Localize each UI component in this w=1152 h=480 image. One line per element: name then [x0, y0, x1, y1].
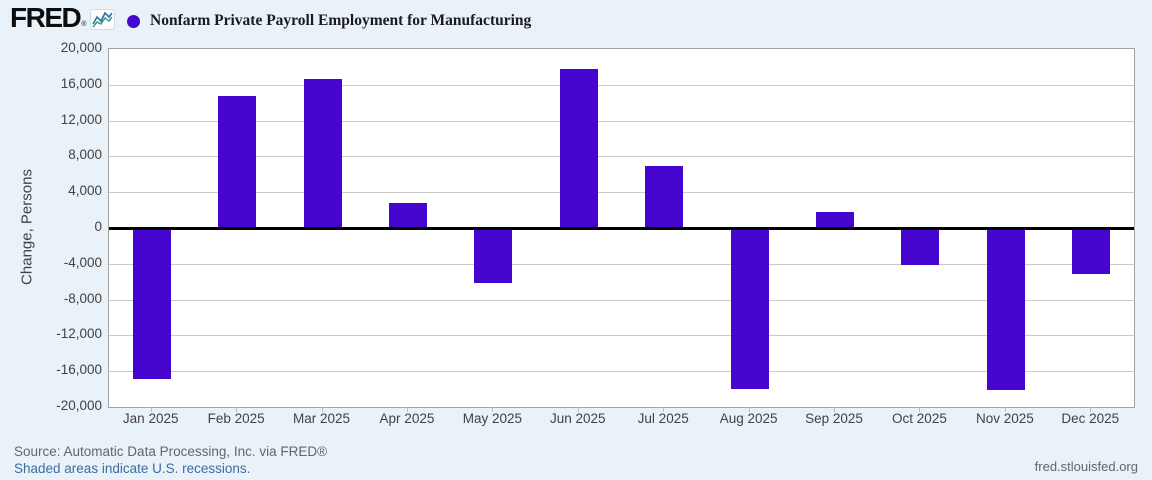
- gridline: [109, 84, 1134, 86]
- y-tick-label: -8,000: [63, 290, 102, 306]
- bar-dec-2025[interactable]: [1072, 228, 1111, 274]
- y-tick-label: -12,000: [56, 326, 102, 342]
- x-tick-label: Apr 2025: [379, 411, 435, 426]
- x-tick-mark: [406, 407, 408, 412]
- y-tick-label: 16,000: [60, 75, 102, 91]
- y-tick-label: 0: [94, 219, 102, 234]
- x-tick-mark: [919, 407, 921, 412]
- x-tick-label: Jan 2025: [122, 411, 179, 426]
- x-tick-mark: [150, 407, 152, 412]
- fred-site-link[interactable]: fred.stlouisfed.org: [1034, 459, 1138, 474]
- x-tick-mark: [748, 407, 750, 412]
- y-tick-label: -16,000: [56, 362, 102, 378]
- y-tick-label: -4,000: [63, 254, 102, 270]
- bar-nov-2025[interactable]: [986, 228, 1025, 390]
- x-tick-label: May 2025: [462, 411, 523, 426]
- x-tick-label: Dec 2025: [1061, 411, 1120, 426]
- y-axis: 20,000 16,000 12,000 8,000 4,000 0 -4,000 -8,00…: [0, 40, 102, 413]
- bar-jul-2025[interactable]: [645, 166, 684, 228]
- chart-legend: Nonfarm Private Payroll Employment for M…: [127, 12, 531, 30]
- x-tick-label: Sep 2025: [805, 411, 863, 426]
- bar-sep-2025[interactable]: [816, 211, 855, 228]
- gridline: [109, 299, 1134, 301]
- gridline: [109, 156, 1134, 158]
- x-tick-mark: [834, 407, 836, 412]
- x-tick-mark: [1004, 407, 1006, 412]
- gridline: [109, 335, 1134, 337]
- gridline: [109, 263, 1134, 265]
- gridline: [109, 371, 1134, 373]
- x-tick-label: Oct 2025: [892, 411, 947, 426]
- series-title: Nonfarm Private Payroll Employment for M…: [150, 12, 532, 29]
- zero-axis-line: [109, 226, 1134, 230]
- x-tick-label: Jun 2025: [550, 411, 606, 426]
- bar-oct-2025[interactable]: [901, 228, 940, 265]
- x-tick-mark: [236, 407, 238, 412]
- x-tick-label: Nov 2025: [975, 411, 1034, 426]
- y-tick-label: 8,000: [68, 147, 102, 163]
- fred-logo-text: FRED: [10, 2, 82, 33]
- x-tick-label: Mar 2025: [293, 411, 351, 426]
- x-tick-label: Jul 2025: [637, 411, 689, 426]
- bar-jan-2025[interactable]: [132, 228, 171, 380]
- x-tick-mark: [321, 407, 323, 412]
- fred-logo-chart-icon: [90, 9, 116, 30]
- gridline: [109, 120, 1134, 122]
- x-tick-mark: [1090, 407, 1092, 412]
- x-tick-mark: [663, 407, 665, 412]
- legend-series-marker-icon: [127, 14, 140, 28]
- bar-mar-2025[interactable]: [303, 78, 342, 228]
- bar-jun-2025[interactable]: [559, 68, 598, 228]
- x-tick-mark: [492, 407, 494, 412]
- gridline: [109, 192, 1134, 194]
- plot-area: [108, 48, 1135, 408]
- x-tick-label: Feb 2025: [207, 411, 265, 426]
- x-tick-mark: [577, 407, 579, 412]
- bar-may-2025[interactable]: [474, 228, 513, 283]
- bar-feb-2025[interactable]: [218, 95, 257, 228]
- fred-logo[interactable]: FRED ®: [10, 2, 116, 33]
- bar-aug-2025[interactable]: [730, 228, 769, 390]
- registered-trademark-icon: ®: [81, 21, 87, 28]
- source-text: Source: Automatic Data Processing, Inc. …: [14, 444, 328, 459]
- y-tick-label: 12,000: [60, 111, 102, 127]
- recessions-link[interactable]: Shaded areas indicate U.S. recessions.: [14, 461, 251, 476]
- y-tick-label: 4,000: [68, 183, 102, 199]
- x-tick-label: Aug 2025: [719, 411, 778, 426]
- y-tick-label: -20,000: [56, 398, 102, 413]
- bar-apr-2025[interactable]: [388, 202, 427, 228]
- y-tick-label: 20,000: [60, 40, 102, 55]
